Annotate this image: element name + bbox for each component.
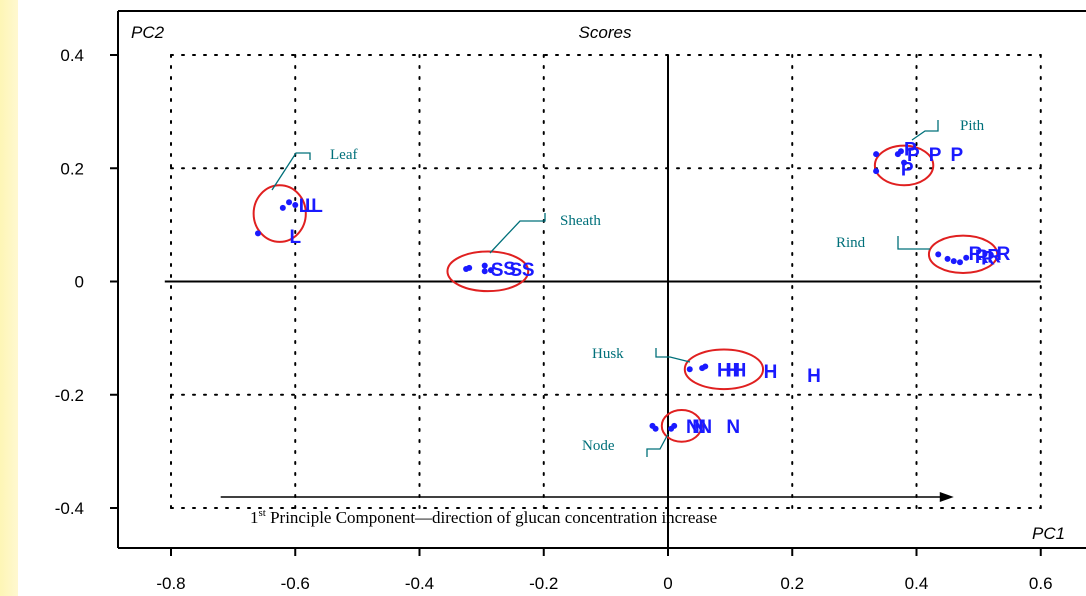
score-point-rind: [956, 259, 963, 266]
sample-letter-node: N: [726, 417, 740, 438]
sample-letter-rind: R: [975, 247, 989, 268]
score-point-pith: [901, 159, 908, 166]
x-tick-label: -0.6: [281, 574, 310, 593]
score-point-pith: [897, 148, 904, 155]
label-layer: Scores PC2 PC1 1st Principle Component—d…: [131, 23, 1065, 543]
score-point-leaf: [286, 199, 293, 206]
score-point-leaf: [279, 204, 286, 211]
sample-letter-rind: R: [997, 244, 1011, 265]
pc1-arrow-head: [939, 492, 954, 502]
sample-letter-rind: R: [987, 246, 1001, 267]
cluster-ellipse-sheath: [446, 250, 530, 293]
cluster-ellipses: [252, 144, 999, 443]
sample-letter-leaf: L: [305, 196, 317, 217]
score-point-sheath: [481, 262, 488, 269]
cluster-ellipse-node: [660, 409, 703, 443]
chart-title: Scores: [579, 23, 632, 42]
annotation-husk: Husk: [592, 346, 624, 362]
sample-letter-rind: R: [969, 244, 983, 265]
score-point-sheath: [481, 268, 488, 275]
leader-line-sheath: [489, 213, 546, 254]
sample-letter-pith: P: [929, 145, 942, 166]
annotation-node: Node: [582, 438, 615, 454]
sample-letter-rind: R: [981, 249, 995, 270]
sample-letter-husk: H: [717, 360, 731, 381]
axes-layer: -0.4 -0.2 0 0.2 0.4 -0.8 -0.6 -0.4 -0.2 0 0.2 0.4 0.…: [55, 10, 1086, 593]
sample-letter-husk: H: [764, 362, 778, 383]
leader-line-rind: [897, 236, 930, 250]
x-tick-label: 0: [663, 574, 672, 593]
leader-line-husk: [655, 348, 691, 363]
cluster-ellipse-rind: [927, 234, 999, 275]
score-point-rind: [963, 254, 970, 261]
x-tick-label: -0.4: [405, 574, 434, 593]
leader-line-leaf: [271, 152, 311, 191]
leader-line-node: [646, 433, 669, 457]
x-tick-label: 0.4: [905, 574, 929, 593]
score-point-leaf: [254, 230, 261, 237]
score-point-husk: [702, 363, 709, 370]
arrow-caption: 1st Principle Component—direction of glu…: [250, 507, 717, 527]
score-point-node: [671, 422, 678, 429]
score-point-rind: [950, 258, 957, 265]
sample-letter-node: N: [698, 417, 712, 438]
annotation-leaf: Leaf: [330, 147, 357, 163]
sample-letter-husk: H: [807, 366, 821, 387]
x-tick-label: 0.2: [780, 574, 804, 593]
sample-letter-pith: P: [907, 145, 920, 166]
y-tick-label: 0.2: [60, 159, 84, 178]
score-point-rind: [935, 251, 942, 258]
sample-letter-husk: H: [733, 360, 747, 381]
sample-letter-node: N: [692, 417, 706, 438]
x-tick-label: 0.6: [1029, 574, 1053, 593]
x-tick-label: -0.2: [529, 574, 558, 593]
score-point-sheath: [466, 264, 473, 271]
score-point-node: [652, 425, 659, 432]
sample-letter-sheath: S: [491, 260, 504, 281]
y-tick-label: 0.4: [60, 46, 84, 65]
sample-letter-pith: P: [951, 145, 964, 166]
sample-letter-sheath: S: [522, 260, 535, 281]
y-tick-label: -0.4: [55, 499, 84, 518]
sample-letter-node: N: [686, 417, 700, 438]
score-point-leaf: [292, 202, 299, 209]
annotation-pith: Pith: [960, 118, 985, 134]
leader-line-pith: [911, 120, 939, 141]
sample-letter-pith: P: [904, 139, 917, 160]
score-point-sheath: [487, 267, 494, 274]
x-axis-title: PC1: [1032, 524, 1065, 543]
arrow-caption-text: Principle Component—direction of glucan …: [266, 508, 717, 527]
sample-letter-leaf: L: [299, 196, 311, 217]
y-axis-title: PC2: [131, 23, 165, 42]
left-decorative-band: [0, 0, 18, 596]
sample-letter-pith: P: [901, 159, 914, 180]
x-tick-label: -0.8: [156, 574, 185, 593]
cluster-ellipse-pith: [873, 144, 935, 187]
annotation-rind: Rind: [836, 235, 866, 251]
score-point-husk: [686, 366, 693, 373]
score-point-rind: [944, 255, 951, 262]
annotation-sheath: Sheath: [560, 213, 601, 229]
sample-letter-sheath: S: [509, 260, 522, 281]
arrow-caption-superscript: st: [259, 507, 266, 519]
annotation-layer: Leaf Sheath Pith Rind Husk Node: [220, 118, 985, 502]
y-tick-label: 0: [75, 273, 84, 292]
sample-letter-leaf: L: [311, 196, 323, 217]
y-tick-label: -0.2: [55, 386, 84, 405]
sample-letter-husk: H: [726, 360, 740, 381]
grid-layer: [170, 54, 1042, 509]
cluster-ellipse-leaf: [252, 184, 307, 243]
score-point-pith: [873, 151, 880, 158]
arrow-caption-prefix: 1: [250, 508, 259, 527]
sample-letter-sheath: S: [503, 259, 516, 280]
sample-letter-leaf: L: [289, 227, 301, 248]
cluster-ellipse-husk: [683, 348, 765, 391]
score-point-pith: [873, 168, 880, 175]
